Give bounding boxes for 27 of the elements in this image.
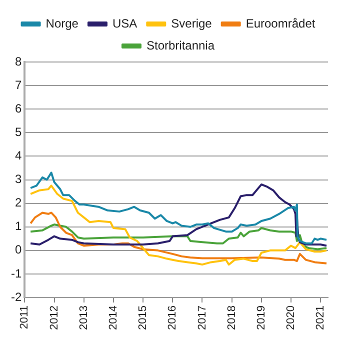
y-tick-label: 7 bbox=[14, 78, 22, 92]
legend-label: Sverige bbox=[171, 16, 212, 30]
y-tick-label: 1 bbox=[14, 219, 22, 234]
x-tick-label: 2015 bbox=[137, 306, 150, 330]
y-tick-label: -1 bbox=[11, 266, 22, 280]
x-tick-label: 2021 bbox=[314, 306, 327, 330]
legend-label: Norge bbox=[46, 16, 79, 30]
y-tick-label: -2 bbox=[11, 290, 22, 304]
y-tick-label: 3 bbox=[14, 172, 22, 186]
legend-label: Euroområdet bbox=[246, 16, 316, 30]
y-tick-label: 5 bbox=[14, 124, 22, 139]
y-tick-label: 6 bbox=[14, 101, 22, 116]
x-tick-label: 2014 bbox=[107, 306, 120, 330]
x-tick-label: 2013 bbox=[78, 306, 90, 330]
x-tick-label: 2019 bbox=[255, 306, 268, 330]
y-tick-label: 4 bbox=[14, 148, 22, 163]
x-tick-label: 2017 bbox=[196, 306, 208, 330]
legend-label: Storbritannia bbox=[146, 38, 215, 52]
x-tick-label: 2018 bbox=[226, 306, 238, 330]
legend-label: USA bbox=[112, 16, 138, 30]
y-tick-label: 0 bbox=[14, 242, 22, 257]
x-tick-label: 2012 bbox=[48, 306, 60, 330]
y-tick-label: 8 bbox=[14, 54, 22, 68]
x-tick-label: 2016 bbox=[166, 306, 179, 330]
y-tick-label: 2 bbox=[14, 196, 22, 210]
x-tick-label: 2011 bbox=[18, 306, 31, 330]
x-tick-label: 2020 bbox=[285, 306, 298, 330]
